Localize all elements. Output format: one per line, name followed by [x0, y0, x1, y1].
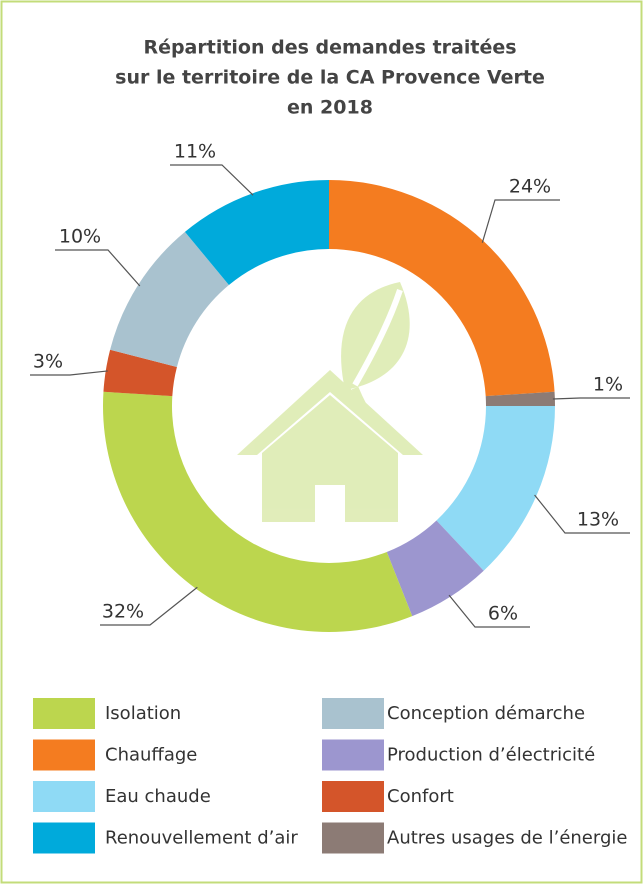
legend-label: Chauffage [105, 745, 197, 766]
leader-line [55, 249, 141, 287]
leader-line [170, 164, 254, 196]
data-label: 6% [488, 603, 518, 625]
donut-slice [329, 180, 555, 397]
legend-label: Confort [387, 786, 454, 807]
donut-slice [103, 391, 413, 632]
legend-label: Conception démarche [387, 703, 585, 724]
donut-slice [110, 231, 229, 367]
donut-slice [485, 391, 555, 406]
legend-swatch [33, 822, 95, 854]
legend-swatch [33, 739, 95, 771]
legend-label: Autres usages de l’énergie [387, 828, 627, 849]
legend-swatch [33, 781, 95, 812]
donut-slice [103, 349, 177, 397]
leader-line [100, 586, 198, 626]
data-label: 32% [102, 601, 144, 623]
legend-swatch [322, 698, 384, 729]
donut-slice [386, 520, 484, 617]
leader-line [534, 494, 630, 534]
data-label: 3% [33, 351, 63, 373]
chart-title: en 2018 [287, 97, 373, 119]
legend-swatch [322, 822, 384, 854]
leader-line [448, 594, 530, 628]
legend-label: Isolation [105, 703, 181, 724]
data-label: 1% [593, 374, 623, 396]
legend-label: Eau chaude [105, 786, 211, 807]
legend-swatch [322, 739, 384, 771]
data-label: 10% [59, 226, 101, 248]
chart-title: Répartition des demandes traitées [143, 37, 516, 59]
data-label: 24% [509, 176, 551, 198]
leader-line [552, 397, 630, 400]
data-label: 11% [174, 141, 216, 163]
data-label: 13% [577, 509, 619, 531]
leader-line [30, 370, 108, 376]
leader-line [481, 199, 560, 243]
donut-slice [436, 406, 555, 571]
legend-label: Renouvellement d’air [105, 828, 298, 849]
legend-label: Production d’électricité [387, 745, 595, 766]
legend-swatch [33, 698, 95, 729]
house-icon [237, 282, 423, 522]
chart-title: sur le territoire de la CA Provence Vert… [115, 67, 545, 89]
donut-slice [184, 180, 329, 286]
legend-swatch [322, 781, 384, 812]
